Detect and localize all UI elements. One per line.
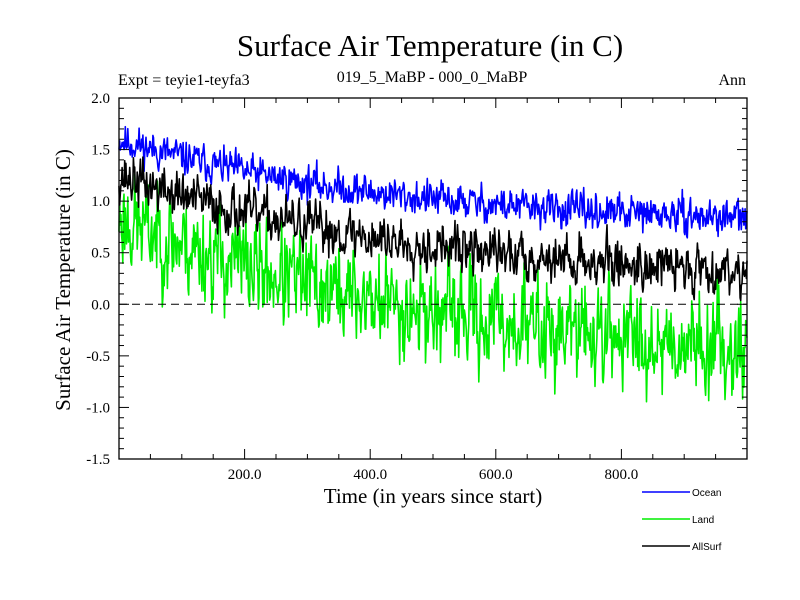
x-tick-label: 600.0 — [479, 467, 513, 483]
x-tick-label: 800.0 — [605, 467, 639, 483]
series-line-ocean — [118, 125, 748, 239]
y-tick-labels: -1.5 -1.0 -0.5 0.0 0.5 1.0 1.5 2.0 — [86, 91, 110, 468]
x-tick-label: 200.0 — [228, 467, 262, 483]
chart-subtitle-center: 019_5_MaBP - 000_0_MaBP — [337, 69, 528, 86]
x-tick-labels: 200.0 400.0 600.0 800.0 — [228, 467, 639, 483]
series-line-allsurf — [118, 156, 748, 302]
legend-label-ocean: Ocean — [692, 488, 721, 499]
y-tick-label: 0.5 — [91, 246, 110, 262]
y-axis-label: Surface Air Temperature (in C) — [51, 149, 75, 411]
tick-layer — [119, 97, 747, 460]
legend-label-allsurf: AllSurf — [692, 542, 722, 553]
series-layer — [118, 125, 748, 403]
legend-label-land: Land — [692, 515, 714, 526]
chart-subtitle-left: Expt = teyie1-teyfa3 — [118, 72, 250, 89]
y-tick-label: 2.0 — [91, 91, 110, 107]
y-tick-label: -0.5 — [86, 349, 110, 365]
legend: Ocean Land AllSurf — [642, 488, 722, 553]
y-tick-label: 1.5 — [91, 143, 110, 159]
y-tick-label: 0.0 — [91, 297, 110, 313]
y-tick-label: -1.5 — [86, 452, 110, 468]
x-tick-label: 400.0 — [353, 467, 387, 483]
chart-subtitle-right: Ann — [718, 72, 746, 89]
chart-title: Surface Air Temperature (in C) — [237, 28, 623, 63]
series-line-land — [118, 173, 748, 403]
x-axis-label: Time (in years since start) — [324, 484, 543, 508]
y-tick-label: -1.0 — [86, 400, 110, 416]
y-tick-label: 1.0 — [91, 194, 110, 210]
